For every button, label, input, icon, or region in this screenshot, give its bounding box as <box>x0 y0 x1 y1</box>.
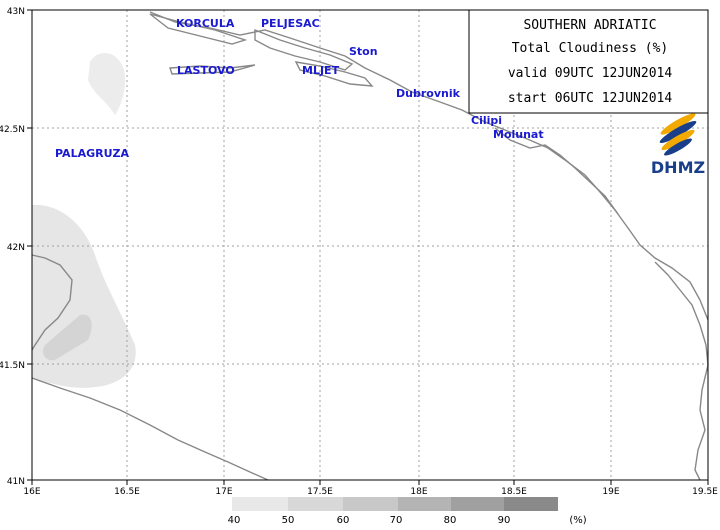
coast-croatia-mainland <box>149 11 709 321</box>
lon-label-19-5e: 19.5E <box>692 487 718 497</box>
lon-label-17e: 17E <box>215 487 232 497</box>
title-start-time: start 06UTC 12JUN2014 <box>508 91 673 106</box>
colorbar-label-70: 70 <box>390 515 403 526</box>
longitude-labels: 16E 16.5E 17E 17.5E 18E 18.5E 19E 19.5E <box>23 487 718 497</box>
lon-label-16-5e: 16.5E <box>114 487 140 497</box>
colorbar: 40 50 60 70 80 90 (%) <box>228 497 587 526</box>
place-korcula: KORCULA <box>176 17 235 30</box>
lat-label-43n: 43N <box>7 7 25 17</box>
colorbar-swatch-50 <box>288 497 343 511</box>
place-mljet: MLJET <box>302 64 340 77</box>
lat-label-41n: 41N <box>7 477 25 487</box>
colorbar-swatch-60 <box>343 497 398 511</box>
dhmz-logo-text: DHMZ <box>651 158 705 177</box>
lon-label-16e: 16E <box>23 487 40 497</box>
place-cilipi: Cilipi <box>471 114 502 127</box>
cloud-area-palagruza <box>88 52 126 115</box>
map-grid <box>32 10 708 480</box>
coast-lastovo <box>169 64 256 75</box>
coast-italy-gargano <box>31 254 73 351</box>
coast-montenegro <box>494 127 619 215</box>
colorbar-swatch-70 <box>398 497 451 511</box>
coastlines <box>31 11 709 481</box>
title-variable: Total Cloudiness (%) <box>512 41 669 56</box>
place-peljesac: PELJESAC <box>261 17 320 30</box>
colorbar-label-40: 40 <box>228 515 241 526</box>
colorbar-unit: (%) <box>569 515 586 526</box>
colorbar-swatch-40 <box>232 497 288 511</box>
lon-label-18-5e: 18.5E <box>501 487 527 497</box>
title-box: SOUTHERN ADRIATIC Total Cloudiness (%) v… <box>468 9 709 114</box>
map-frame <box>31 9 709 481</box>
cloud-cover-shading <box>32 52 136 388</box>
colorbar-label-60: 60 <box>337 515 350 526</box>
colorbar-swatch-80 <box>451 497 504 511</box>
coast-italy-puglia <box>31 377 269 481</box>
lat-label-42-5n: 42.5N <box>0 125 25 135</box>
title-region: SOUTHERN ADRIATIC <box>523 18 656 33</box>
dhmz-logo: DHMZ <box>651 113 705 177</box>
colorbar-label-50: 50 <box>282 515 295 526</box>
dhmz-swirl-icon <box>659 113 697 156</box>
lat-label-42n: 42N <box>7 243 25 253</box>
cloud-area-southwest-dense <box>43 314 92 361</box>
lon-label-18e: 18E <box>410 487 427 497</box>
lat-label-41-5n: 41.5N <box>0 361 25 371</box>
place-labels: KORCULA PELJESAC Ston LASTOVO MLJET Dubr… <box>55 17 544 160</box>
colorbar-swatch-90 <box>504 497 558 511</box>
colorbar-label-90: 90 <box>498 515 511 526</box>
coast-peljesac <box>254 28 354 71</box>
title-valid-time: valid 09UTC 12JUN2014 <box>508 66 673 81</box>
place-ston: Ston <box>349 45 378 58</box>
place-palagruza: PALAGRUZA <box>55 147 129 160</box>
place-lastovo: LASTOVO <box>177 64 235 77</box>
colorbar-label-80: 80 <box>444 515 457 526</box>
cloud-area-southwest <box>32 204 136 388</box>
tick-marks <box>27 9 709 485</box>
coast-montenegro-south <box>654 261 709 481</box>
lon-label-17-5e: 17.5E <box>307 487 333 497</box>
place-molunat: Molunat <box>493 128 544 141</box>
lon-label-19e: 19E <box>602 487 619 497</box>
place-dubrovnik: Dubrovnik <box>396 87 461 100</box>
coast-mljet <box>294 61 374 87</box>
latitude-labels: 43N 42.5N 42N 41.5N 41N <box>0 7 25 487</box>
coast-korcula <box>149 13 248 45</box>
